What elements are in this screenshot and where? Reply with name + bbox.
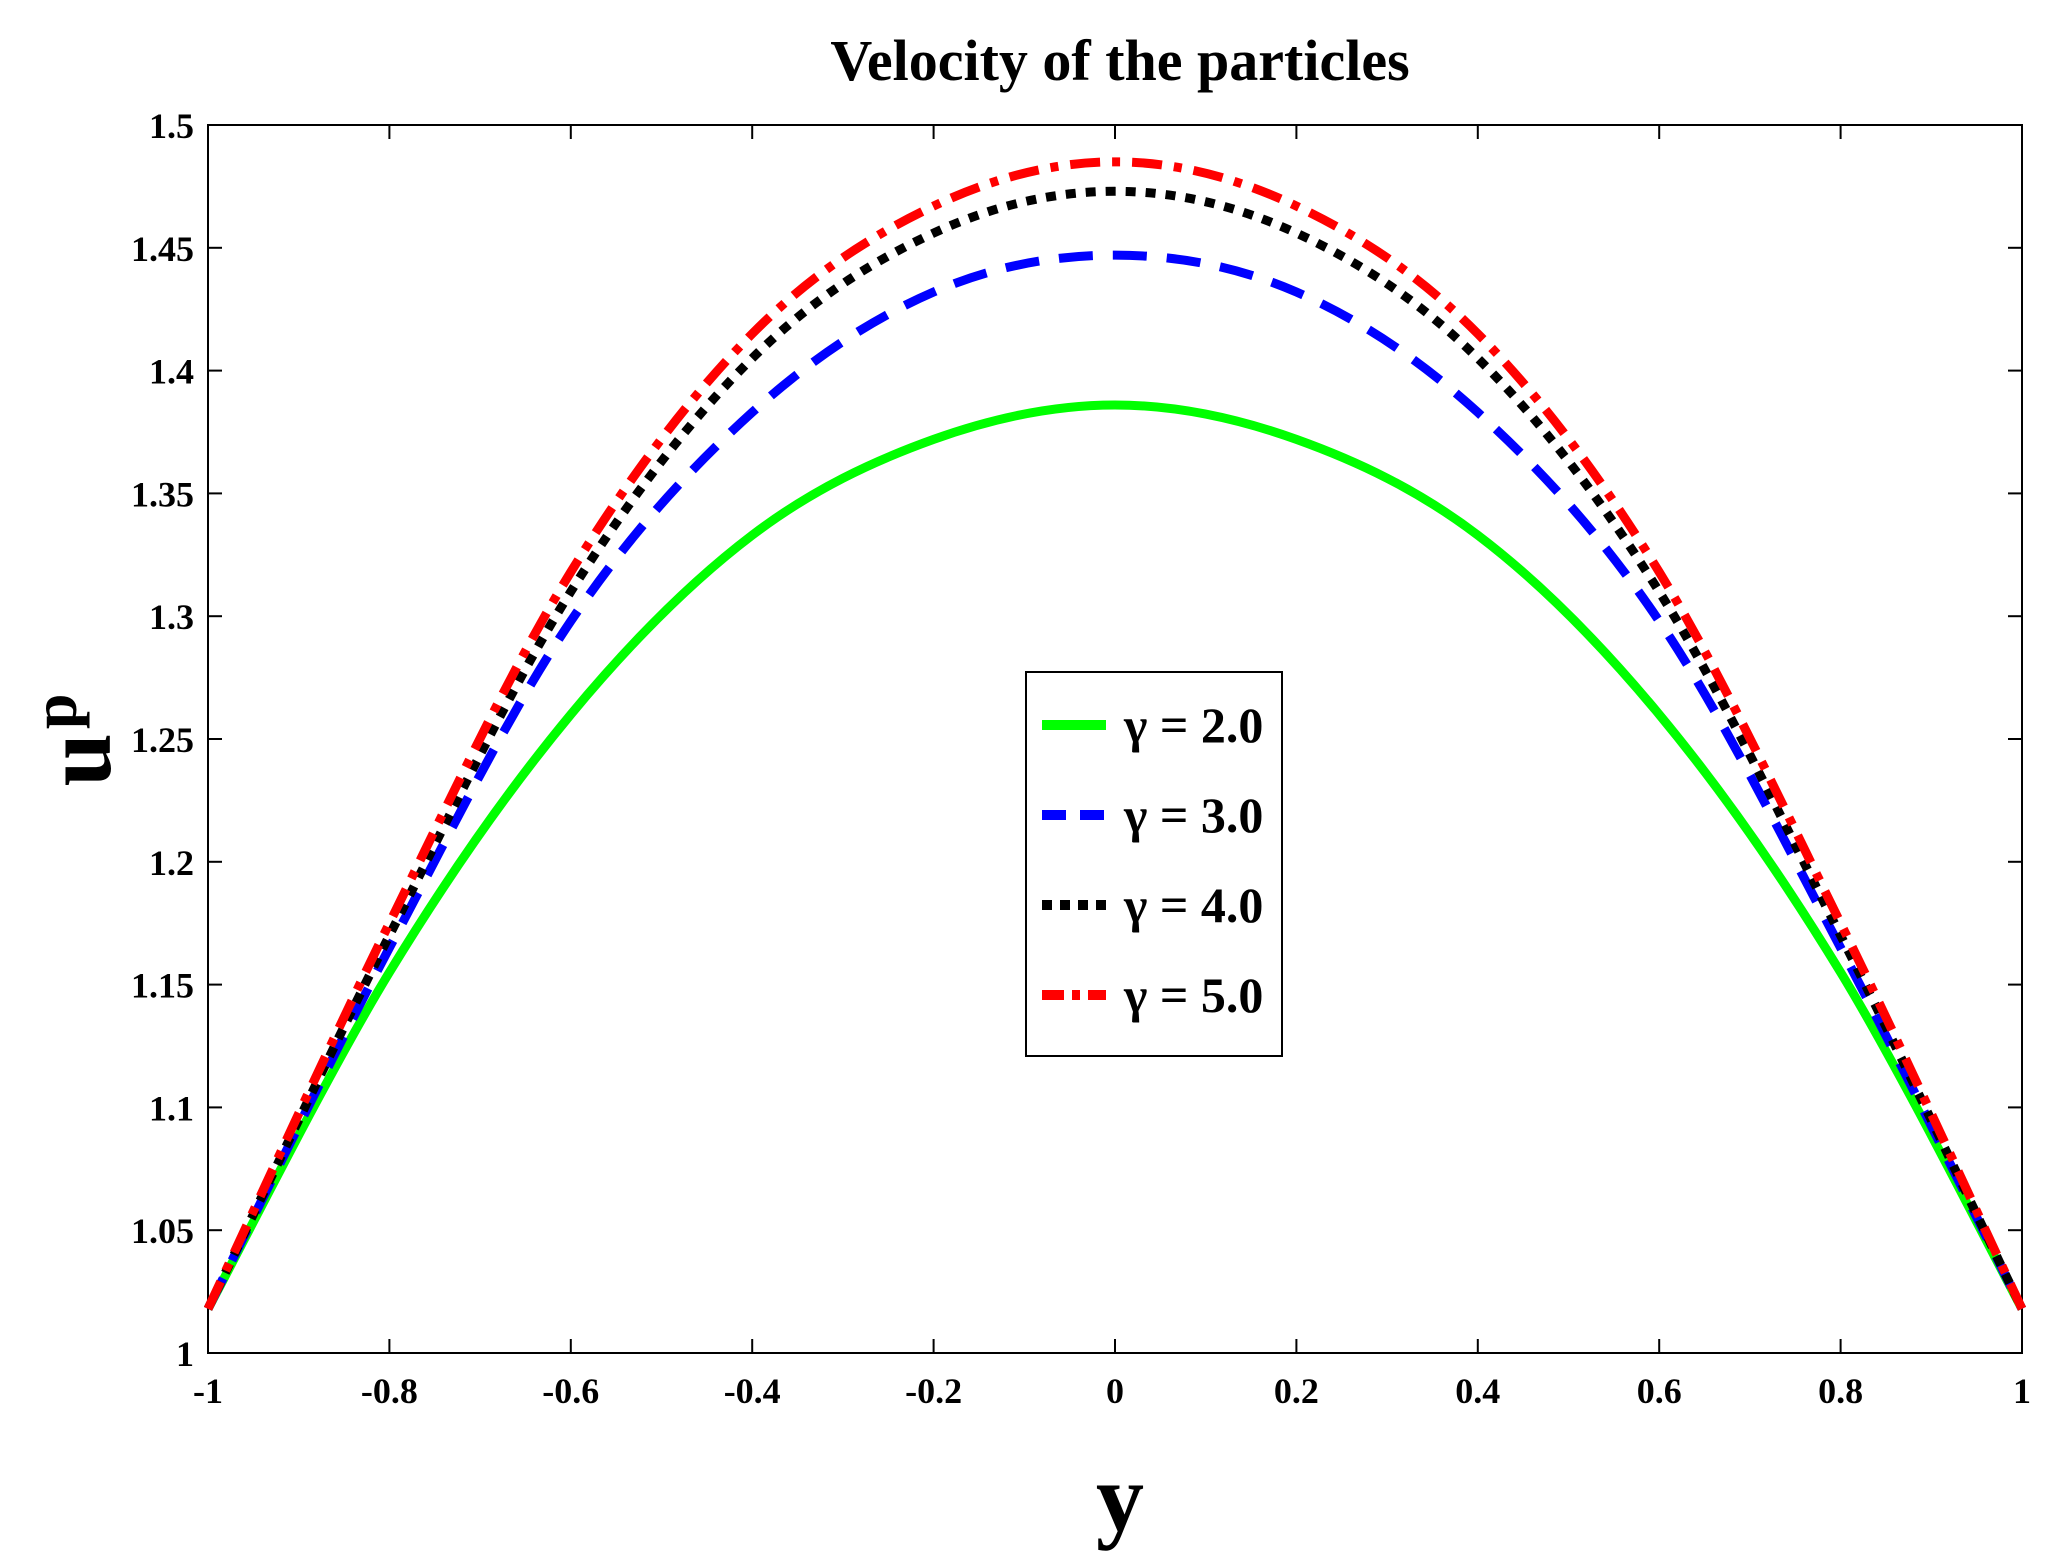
y-axis-label-subscript: p [19, 694, 90, 730]
y-tick-label: 1 [176, 1334, 194, 1374]
x-tick-label: -0.4 [724, 1371, 781, 1411]
x-tick-label: 0 [1106, 1371, 1124, 1411]
legend-box [1025, 671, 1283, 1057]
x-tick-label: 1 [2013, 1371, 2031, 1411]
y-tick-label: 1.25 [131, 720, 194, 760]
x-tick-label: -0.2 [905, 1371, 962, 1411]
y-tick-label: 1.4 [149, 352, 194, 392]
y-axis-label: u p [19, 694, 131, 787]
y-tick-label: 1.5 [149, 106, 194, 146]
y-axis-label-main: u [24, 733, 131, 786]
legend-label: γ = 5.0 [1123, 967, 1263, 1023]
x-tick-label: -0.8 [361, 1371, 418, 1411]
x-tick-label: -1 [193, 1371, 223, 1411]
x-tick-label: 0.2 [1274, 1371, 1319, 1411]
legend: γ = 2.0 γ = 3.0 γ = 4.0 γ = 5.0 [1025, 671, 1283, 1057]
series-layer [203, 157, 2027, 1311]
x-tick-label: -0.6 [542, 1371, 599, 1411]
y-tick-label: 1.2 [149, 843, 194, 883]
y-tick-label: 1.45 [131, 229, 194, 269]
x-tick-label: 0.8 [1818, 1371, 1863, 1411]
x-tick-label: 0.6 [1637, 1371, 1682, 1411]
legend-label: γ = 3.0 [1123, 787, 1263, 843]
y-tick-label: 1.1 [149, 1088, 194, 1128]
y-axis-ticks: 1 1.05 1.1 1.15 1.2 1.25 1.3 1.35 1.4 1.45 1.5 [131, 106, 2022, 1374]
legend-label: γ = 2.0 [1123, 697, 1263, 753]
x-axis-label: y [1096, 1444, 1144, 1551]
y-tick-label: 1.35 [131, 474, 194, 514]
y-tick-label: 1.15 [131, 966, 194, 1006]
x-tick-label: 0.4 [1455, 1371, 1500, 1411]
chart-title: Velocity of the particles [830, 28, 1409, 93]
y-tick-label: 1.05 [131, 1211, 194, 1251]
legend-label: γ = 4.0 [1123, 877, 1263, 933]
x-axis-ticks: -1 -0.8 -0.6 -0.4 -0.2 0 0.2 0.4 0.6 0.8 1 [193, 125, 2031, 1411]
y-tick-label: 1.3 [149, 597, 194, 637]
